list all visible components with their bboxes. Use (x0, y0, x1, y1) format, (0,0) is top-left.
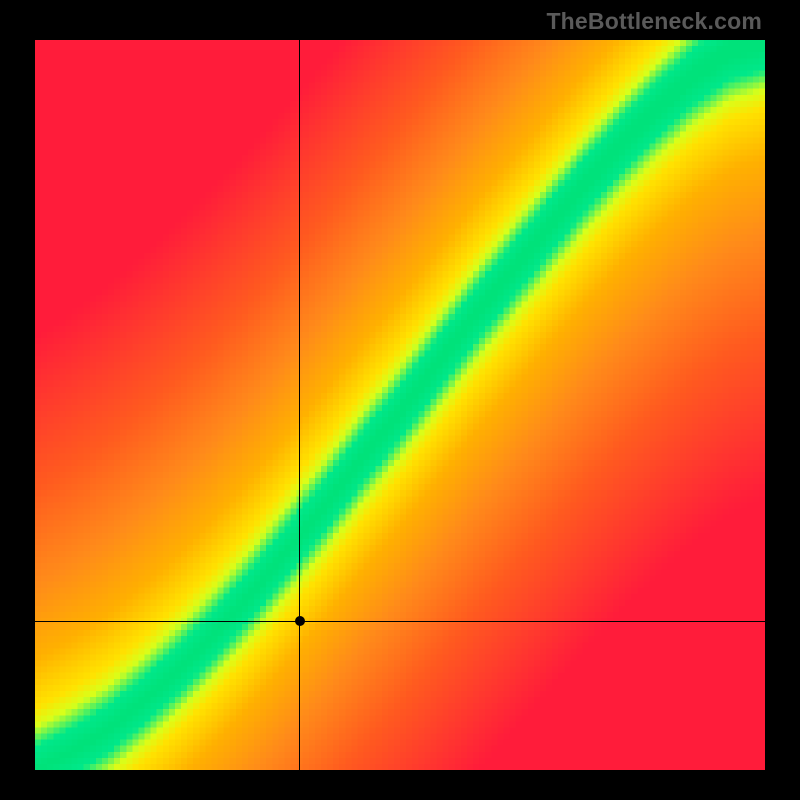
chart-container: TheBottleneck.com (0, 0, 800, 800)
crosshair-vertical (299, 40, 300, 770)
crosshair-horizontal (35, 621, 765, 622)
watermark-text: TheBottleneck.com (546, 8, 762, 35)
crosshair-marker (295, 616, 305, 626)
bottleneck-heatmap (35, 40, 765, 770)
